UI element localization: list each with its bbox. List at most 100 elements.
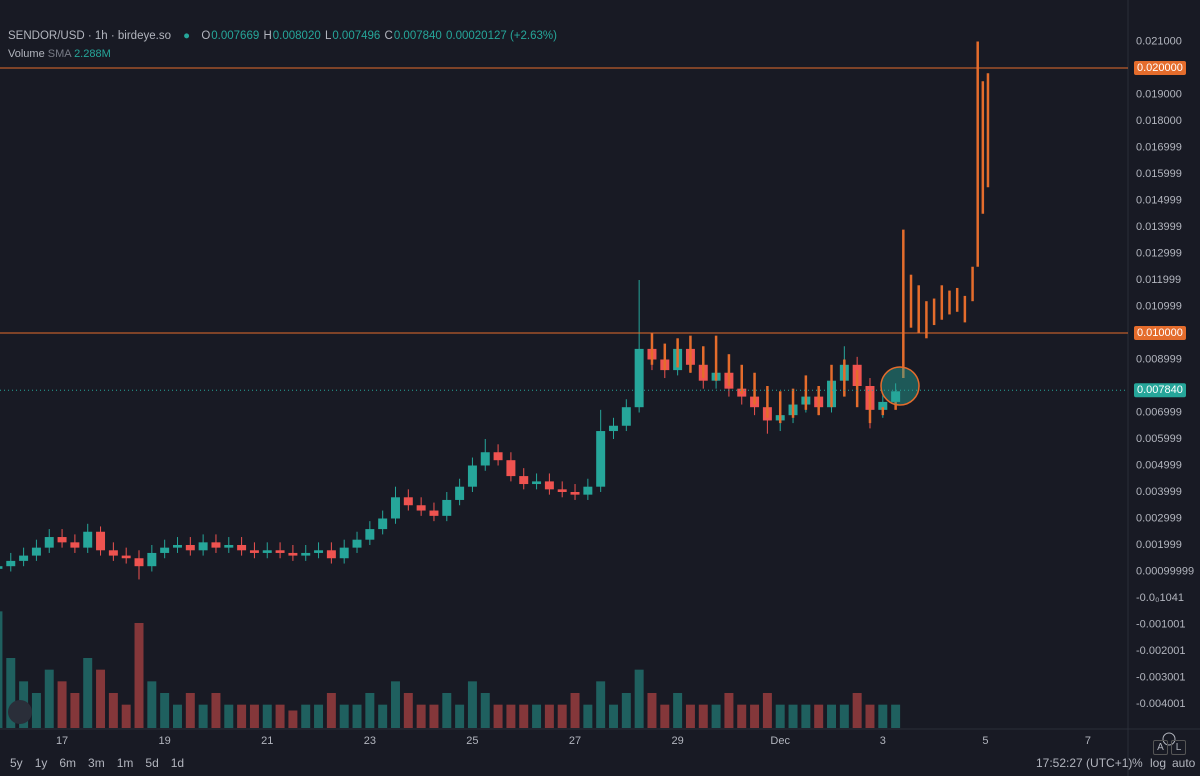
volume-bar	[596, 681, 606, 728]
candle-body	[108, 550, 118, 556]
volume-bar	[6, 658, 16, 728]
volume-bar	[134, 623, 144, 728]
volume-bar	[737, 704, 747, 728]
price-label: 0.007840	[1137, 384, 1183, 396]
volume-bar	[96, 669, 106, 728]
volume-bar	[378, 704, 388, 728]
volume-bar	[249, 704, 259, 728]
x-tick-label: 3	[880, 735, 886, 747]
volume-bar	[198, 704, 208, 728]
range-button[interactable]: 1y	[34, 756, 48, 770]
range-button[interactable]: 1m	[116, 756, 134, 770]
y-tick-label: 0.003999	[1136, 486, 1182, 498]
volume-bar	[275, 704, 285, 728]
y-tick-label: 0.004999	[1136, 459, 1182, 471]
time: 17:52:27 (UTC+1)	[1036, 756, 1133, 770]
volume-bar	[557, 704, 567, 728]
x-tick-label: 27	[569, 735, 581, 747]
percent[interactable]: %	[1132, 756, 1143, 770]
candle-body	[185, 544, 195, 551]
range-button[interactable]: 5y	[10, 756, 23, 770]
volume-bar	[544, 704, 554, 728]
volume-bar	[673, 693, 683, 728]
price-label: 0.010000	[1137, 327, 1183, 339]
volume-bar	[403, 693, 413, 728]
candle-body	[891, 391, 901, 402]
sma-label: SMA	[47, 48, 71, 60]
y-tick-label: 0.012999	[1136, 247, 1182, 259]
volume-bar	[493, 704, 503, 728]
toolbar: 5y 1y 6m 3m 1m 5d 1d	[10, 756, 196, 770]
y-tick-label: 0.001999	[1136, 539, 1182, 551]
candle-body	[339, 547, 349, 559]
log[interactable]: log	[1150, 756, 1167, 770]
volume-bar	[160, 693, 170, 728]
volume-legend: Volume SMA 2.288M	[8, 48, 111, 60]
volume-bar	[262, 704, 272, 728]
volume-bar	[788, 704, 798, 728]
candle-body	[480, 452, 490, 466]
volume-bar	[775, 704, 785, 728]
candle-body	[301, 552, 311, 556]
candle-body	[288, 552, 298, 556]
candle-body	[429, 510, 439, 516]
volume-bar	[865, 704, 875, 728]
candle-body	[365, 529, 375, 540]
h-label: H	[263, 30, 272, 42]
log-button[interactable]: L	[1171, 740, 1186, 755]
volume-bar	[326, 693, 336, 728]
highlight-circle	[880, 366, 920, 406]
volume-bar	[211, 693, 221, 728]
volume-bar	[44, 669, 54, 728]
price-label: 0.020000	[1137, 62, 1183, 74]
candle-body	[275, 550, 285, 553]
y-tick-label: 0.002999	[1136, 512, 1182, 524]
candle-body	[596, 431, 606, 487]
candle-body	[160, 547, 170, 553]
volume-bar	[750, 704, 760, 728]
candle-body	[249, 550, 259, 553]
auto[interactable]: auto	[1172, 756, 1196, 770]
volume-bar	[801, 704, 811, 728]
volume-bar	[301, 704, 311, 728]
x-tick-label: 25	[466, 735, 478, 747]
x-tick-label: 7	[1085, 735, 1091, 747]
price-label-bg	[1134, 325, 1186, 340]
auto-button[interactable]: A	[1153, 740, 1168, 755]
l-value: 0.007496	[332, 30, 381, 42]
volume-bar	[391, 681, 400, 728]
candle-body	[403, 497, 413, 506]
candle-body	[134, 558, 144, 567]
change: 0.00020127 (+2.63%)	[446, 30, 557, 42]
candle-body	[83, 531, 93, 548]
settings-icon[interactable]	[1162, 732, 1176, 746]
volume-bar	[365, 693, 375, 728]
candle-body	[532, 481, 542, 485]
y-tick-label: 0.010999	[1136, 300, 1182, 312]
range-button[interactable]: 3m	[88, 756, 105, 770]
o-label: O	[201, 30, 211, 42]
l-label: L	[324, 30, 332, 42]
candle-body	[172, 544, 182, 548]
range-button[interactable]: 5d	[145, 756, 159, 770]
volume-bar	[467, 681, 477, 728]
volume-bar	[339, 704, 349, 728]
volume-bar	[724, 693, 734, 728]
candle-body	[147, 552, 157, 567]
h-value: 0.008020	[272, 30, 321, 42]
range-button[interactable]: 1d	[170, 756, 185, 770]
price-label-bg	[1134, 60, 1186, 75]
candle-body	[378, 518, 388, 530]
range-button[interactable]: 6m	[59, 756, 77, 770]
x-tick-label: 29	[671, 735, 683, 747]
logo	[8, 700, 32, 724]
overlay	[650, 41, 990, 424]
volume-bar	[814, 704, 824, 728]
volume-bar	[698, 704, 708, 728]
volume-bar	[480, 693, 490, 728]
volume-bar	[314, 704, 324, 728]
y-tick-label: -0.001001	[1136, 618, 1186, 630]
volume-bar	[352, 704, 362, 728]
candle-body	[493, 452, 503, 461]
